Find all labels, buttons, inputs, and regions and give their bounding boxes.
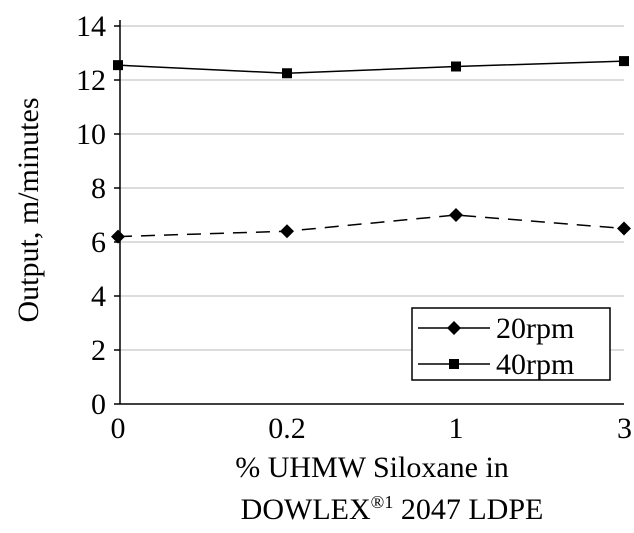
- point-20rpm-3: [617, 221, 631, 236]
- x-tick-labels: 0 0.2 1 3: [111, 412, 633, 445]
- x-axis-title-superscript: ®1: [371, 492, 394, 512]
- y-tick-label: 12: [76, 64, 106, 97]
- point-20rpm-1: [280, 224, 294, 239]
- series-line-20rpm: [117, 214, 625, 238]
- legend-label-20rpm: 20rpm: [496, 312, 574, 345]
- point-20rpm-0: [111, 229, 125, 244]
- y-tick-label: 0: [91, 388, 106, 421]
- legend-marker-40rpm: [449, 359, 459, 369]
- point-20rpm-2: [449, 208, 463, 222]
- y-tick-label: 8: [91, 172, 106, 205]
- x-axis-title-line2: DOWLEX®1 2047 LDPE: [241, 492, 544, 526]
- legend: 20rpm 40rpm: [411, 307, 611, 381]
- x-tick-label: 0.2: [268, 412, 306, 445]
- x-tick-label: 3: [617, 412, 632, 445]
- y-tick-label: 2: [91, 334, 106, 367]
- series-line-40rpm: [117, 60, 625, 75]
- x-axis-title-prefix: DOWLEX: [241, 493, 371, 526]
- x-tick-label: 1: [449, 412, 464, 445]
- legend-box: [411, 307, 611, 381]
- point-40rpm-2: [451, 61, 461, 72]
- x-tick-label: 0: [111, 412, 126, 445]
- legend-marker-20rpm: [447, 321, 461, 335]
- gridlines: [120, 25, 624, 351]
- y-tick-label: 10: [76, 118, 106, 151]
- x-axis-title-line1: % UHMW Siloxane in: [235, 451, 509, 484]
- y-tick-label: 14: [76, 10, 106, 43]
- point-40rpm-1: [282, 68, 292, 79]
- x-axis-title-suffix: 2047 LDPE: [393, 493, 543, 526]
- point-40rpm-0: [113, 60, 123, 71]
- y-axis-title: Output, m/minutes: [12, 98, 45, 323]
- legend-label-40rpm: 40rpm: [496, 348, 574, 381]
- y-tick-label: 6: [91, 226, 106, 259]
- series-group: [111, 56, 631, 244]
- y-tick-label: 4: [91, 280, 106, 313]
- y-tick-labels: 0 2 4 6 8 10 12 14: [76, 10, 106, 421]
- point-40rpm-3: [619, 56, 629, 67]
